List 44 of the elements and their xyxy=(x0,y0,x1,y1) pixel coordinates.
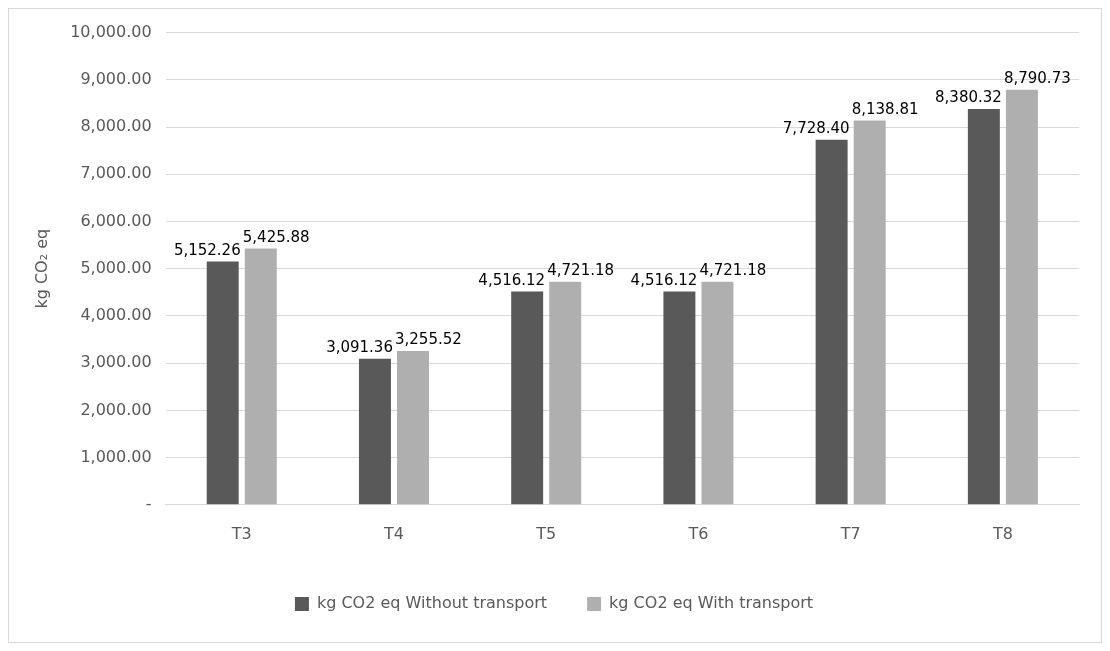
x-tick-label: T6 xyxy=(687,523,709,543)
bar xyxy=(358,358,391,505)
data-label: 7,728.40 xyxy=(782,119,850,138)
x-tick-label: T3 xyxy=(230,523,252,543)
data-label: 8,790.73 xyxy=(1003,69,1071,88)
y-axis-title: kg CO₂ eq xyxy=(31,228,51,309)
data-label: 4,516.12 xyxy=(478,270,546,289)
y-tick-label: 3,000.00 xyxy=(80,352,152,372)
bar xyxy=(397,351,429,505)
data-label: 3,091.36 xyxy=(326,338,393,357)
legend-label: kg CO2 eq Without transport xyxy=(316,593,548,613)
y-tick-label: 2,000.00 xyxy=(80,399,152,419)
data-label: 4,721.18 xyxy=(699,261,767,280)
y-tick-label: 5,000.00 xyxy=(80,257,152,277)
bar xyxy=(663,291,696,505)
bar xyxy=(701,281,734,505)
bar xyxy=(244,248,277,505)
x-tick-label: T8 xyxy=(991,523,1013,543)
bar xyxy=(853,120,886,505)
y-tick-label: 8,000.00 xyxy=(80,116,152,136)
legend-label: kg CO2 eq With transport xyxy=(609,593,814,613)
data-label: 8,138.81 xyxy=(851,99,919,118)
x-tick-label: T5 xyxy=(535,523,557,543)
data-label: 5,152.26 xyxy=(173,240,241,259)
bar xyxy=(1005,89,1038,505)
x-tick-label: T4 xyxy=(383,523,404,543)
bar xyxy=(206,261,239,505)
data-label: 3,255.52 xyxy=(395,330,462,349)
bar xyxy=(549,281,582,505)
data-label: 5,425.88 xyxy=(242,227,310,246)
y-tick-label: 6,000.00 xyxy=(80,210,152,230)
data-label: 8,380.32 xyxy=(935,88,1002,107)
x-tick-label: T7 xyxy=(839,523,861,543)
bar xyxy=(967,109,1000,505)
y-tick-label: 7,000.00 xyxy=(80,163,152,183)
y-tick-label: - xyxy=(145,493,152,513)
y-tick-label: 1,000.00 xyxy=(80,446,152,466)
data-label: 4,721.18 xyxy=(547,261,615,280)
data-label: 4,516.12 xyxy=(630,270,698,289)
bar xyxy=(511,291,544,505)
y-tick-label: 4,000.00 xyxy=(80,305,152,325)
bar xyxy=(815,139,848,505)
y-tick-label: 9,000.00 xyxy=(80,68,152,88)
y-tick-label: 10,000.00 xyxy=(70,21,152,41)
